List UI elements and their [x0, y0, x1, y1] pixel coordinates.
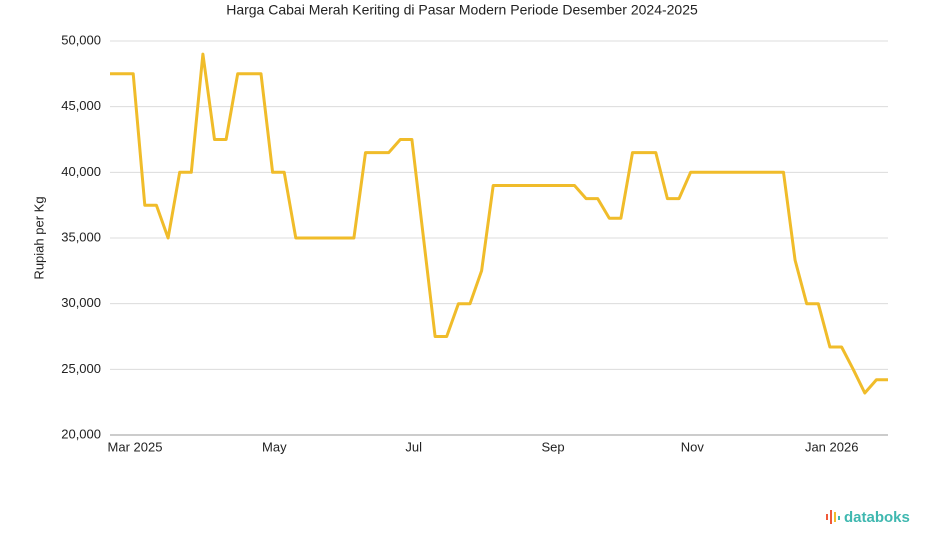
x-tick-label: Mar 2025	[108, 439, 163, 454]
y-tick-label: 40,000	[61, 164, 101, 179]
x-tick-label: Jul	[405, 439, 422, 454]
y-tick-label: 35,000	[61, 229, 101, 244]
x-tick-label: May	[262, 439, 287, 454]
x-tick-label: Jan 2026	[805, 439, 859, 454]
y-tick-label: 30,000	[61, 295, 101, 310]
logo-icon	[826, 510, 840, 524]
y-axis-label: Rupiah per Kg	[31, 196, 46, 279]
logo-text: databoks	[844, 509, 910, 526]
y-tick-label: 50,000	[61, 32, 101, 47]
y-tick-label: 20,000	[61, 426, 101, 441]
x-tick-label: Sep	[541, 439, 564, 454]
x-tick-label: Nov	[681, 439, 705, 454]
data-line	[110, 52, 888, 395]
chart-title: Harga Cabai Merah Keriting di Pasar Mode…	[226, 2, 698, 18]
y-tick-label: 45,000	[61, 98, 101, 113]
y-tick-label: 25,000	[61, 361, 101, 376]
